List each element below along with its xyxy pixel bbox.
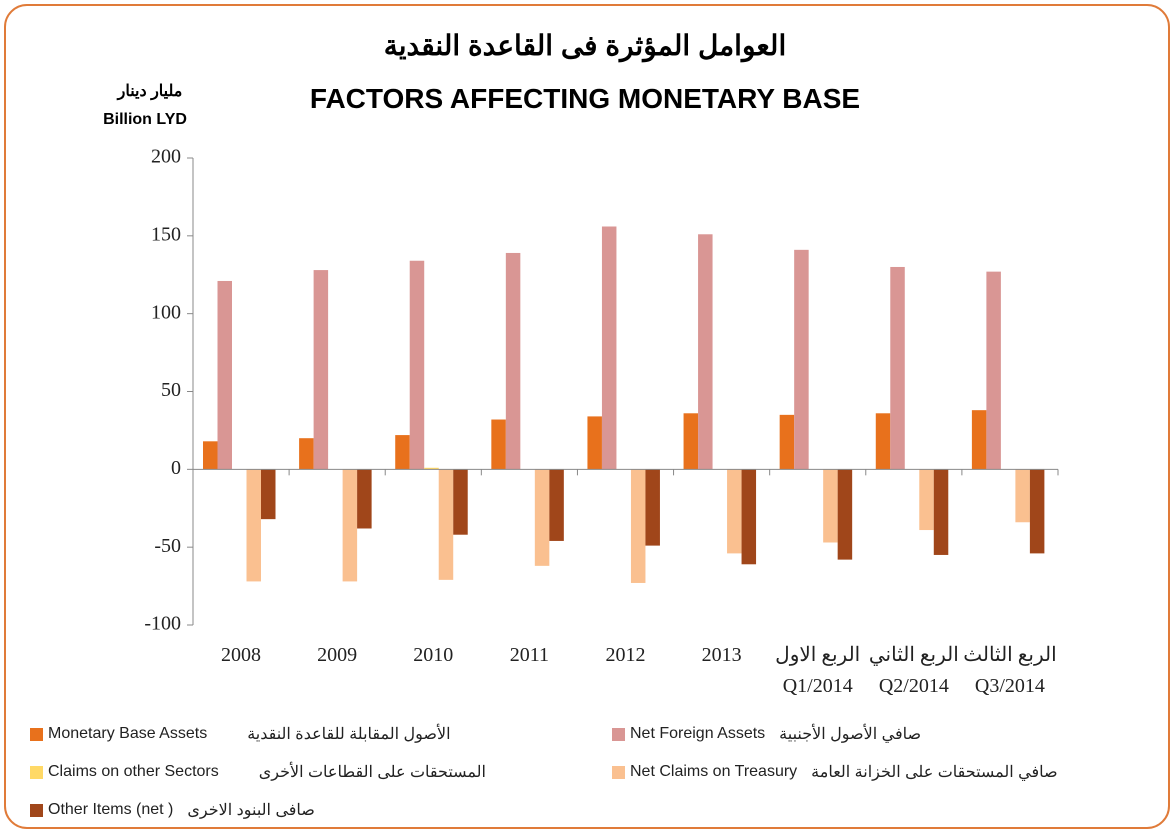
legend-swatch (30, 803, 43, 817)
legend-swatch (30, 765, 43, 779)
bar (645, 469, 660, 546)
bar (313, 270, 329, 470)
x-tick-label: الربع الاول Q1/2014 (775, 644, 861, 697)
bar (587, 416, 602, 470)
x-tick-label: 2012 (605, 644, 646, 666)
y-axis-title-en: Billion LYD (103, 111, 187, 128)
x-tick-label: 2011 (509, 644, 550, 666)
bar (630, 469, 646, 583)
y-tick-label: -100 (144, 613, 181, 635)
y-tick-label: 0 (171, 457, 181, 479)
bar (342, 469, 358, 582)
legend-label: Net Claims on Treasury (630, 763, 798, 780)
x-tick-label: 2008 (221, 644, 262, 666)
chart-subtitle: FACTORS AFFECTING MONETARY BASE (310, 83, 860, 114)
frame (4, 4, 1170, 829)
legend-label-ar: صافي المستحقات على الخزانة العامة (811, 764, 1058, 781)
legend-item: Other Items (net ) صافى البنود الاخرى (30, 800, 315, 820)
bar (875, 413, 891, 470)
legend-label-ar: الأصول المقابلة للقاعدة النقدية (247, 726, 451, 743)
bar (890, 266, 905, 470)
y-tick-label: 100 (151, 301, 181, 323)
y-tick-label: 150 (151, 223, 181, 245)
x-tick-label: الربع الثاني Q2/2014 (868, 644, 959, 697)
bar (246, 469, 261, 582)
bar (823, 469, 838, 543)
bar (438, 469, 454, 580)
x-tick-label: 2010 (413, 644, 454, 666)
legend-item: Net Claims on Treasury صافي المستحقات على… (612, 762, 1058, 782)
bar (357, 469, 372, 529)
bar (203, 441, 218, 470)
legend-item: Claims on other Sectors المستحقات على الق… (30, 762, 486, 782)
legend-label: Net Foreign Assets (630, 725, 766, 742)
legend-item: Monetary Base Assets الأصول المقابلة للقا… (30, 724, 451, 744)
bar (741, 469, 757, 565)
legend-label-ar: صافي الأصول الأجنبية (779, 726, 922, 743)
bar (933, 469, 949, 555)
bar (424, 467, 439, 470)
legend-label: Claims on other Sectors (48, 763, 219, 780)
legend-label-ar: صافى البنود الاخرى (187, 802, 315, 819)
bar (986, 271, 1001, 470)
bar (491, 419, 506, 470)
bar (395, 435, 410, 470)
bar (683, 413, 699, 470)
bar (601, 226, 617, 470)
y-tick-label: -50 (154, 535, 181, 557)
bar (1029, 469, 1045, 554)
bar (409, 260, 425, 470)
bar (261, 469, 276, 520)
legend-label: Other Items (net ) (48, 801, 174, 818)
bar (549, 469, 564, 541)
bar (779, 414, 795, 470)
legend-item: Net Foreign Assets صافي الأصول الأجنبية (612, 724, 921, 744)
x-tick-label: 2009 (317, 644, 358, 666)
bar (698, 234, 713, 470)
bar (299, 438, 314, 470)
bar (919, 469, 934, 531)
x-tick-label: 2013 (701, 644, 742, 666)
x-tick-label: الربع الثالث Q3/2014 (963, 644, 1057, 697)
bar (837, 469, 853, 560)
y-tick-label: 200 (151, 146, 181, 168)
legend-label-ar: المستحقات على القطاعات الأخرى (258, 764, 486, 781)
bar (1015, 469, 1030, 523)
bar (727, 469, 742, 554)
y-tick-label: 50 (161, 379, 181, 401)
legend-swatch (612, 765, 625, 779)
bar (217, 280, 232, 470)
legend-label: Monetary Base Assets (48, 725, 208, 742)
legend-swatch (30, 727, 43, 741)
bar (971, 410, 987, 470)
y-axis-title: مليار دينار (117, 83, 183, 101)
bar (534, 469, 550, 566)
legend-swatch (612, 727, 625, 741)
bar (505, 252, 521, 470)
bar (453, 469, 468, 535)
chart-title: العوامل المؤثرة فى القاعدة النقدية (384, 30, 787, 63)
bar (794, 249, 809, 470)
